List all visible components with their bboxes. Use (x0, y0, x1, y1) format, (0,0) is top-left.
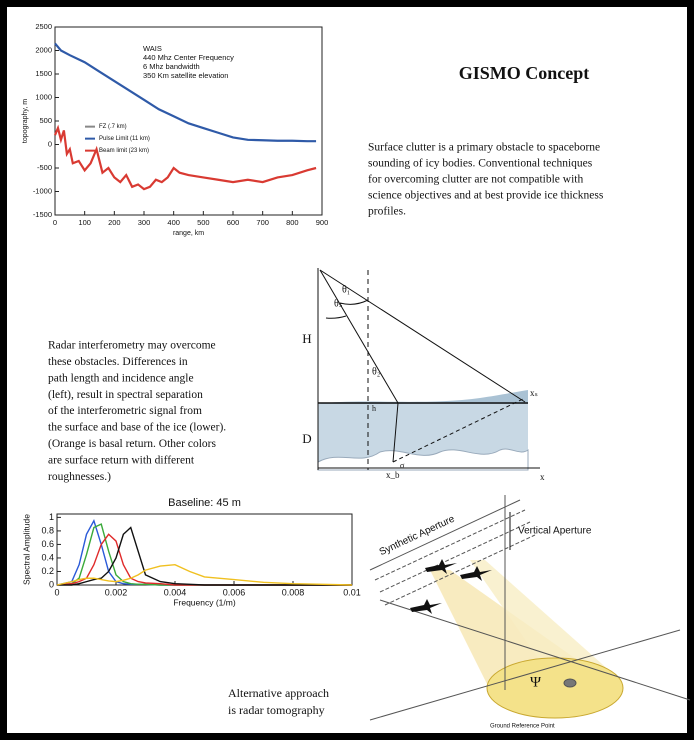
y-tick-label: 2000 (35, 45, 52, 54)
y-tick-label: 500 (39, 116, 52, 125)
tomography-label: Ground Reference Point (490, 724, 555, 730)
y-tick-label: -1000 (33, 186, 52, 195)
tomography-label: Ψ (530, 674, 542, 690)
x-tick-label: 0 (53, 218, 57, 227)
diagram-label: θ₁ (342, 284, 350, 295)
diagram-label: h (372, 404, 376, 413)
x-tick-label: 0 (54, 587, 59, 597)
x-tick-label: 700 (256, 218, 269, 227)
paragraph-line: for overcoming clutter are not compatibl… (368, 174, 583, 186)
y-tick-label: 1000 (35, 92, 52, 101)
paragraph-line: the surface and base of the ice (lower). (48, 422, 226, 434)
chart: -1500 -1000 -500 0 500 1000 1500 2000 2500 0 100 20… (22, 22, 328, 237)
caption-line: Alternative approach (228, 686, 329, 700)
paragraph-line: (Orange is basal return. Other colors (48, 438, 216, 450)
paragraph-line: these obstacles. Differences in (48, 356, 188, 368)
legend-label: FZ (.7 km) (99, 124, 127, 130)
x-tick-label: 900 (316, 218, 329, 227)
annotation: WAIS (143, 44, 162, 53)
diagram-label: xₛ (530, 388, 538, 398)
diagram-label: x (540, 472, 545, 482)
x-tick-label: 0.01 (343, 587, 361, 597)
paragraph-line: of the interferometric signal from (48, 405, 202, 417)
diagram-label: D (302, 431, 311, 446)
paragraph-line: profiles. (368, 206, 406, 218)
x-tick-label: 800 (286, 218, 299, 227)
caption-line: is radar tomography (228, 703, 325, 717)
annotation: 440 Mhz Center Frequency (143, 53, 234, 62)
reference-point (564, 679, 576, 687)
x-tick-label: 600 (227, 218, 240, 227)
y-tick-label: -1500 (33, 210, 52, 219)
y-tick-label: 0.8 (41, 525, 54, 535)
x-tick-label: 500 (197, 218, 210, 227)
annotation: 350 Km satellite elevation (143, 71, 228, 80)
y-tick-label: 1500 (35, 69, 52, 78)
diagram-label: x_b (386, 470, 400, 480)
x-tick-label: 100 (78, 218, 91, 227)
poster-title: GISMO Concept (459, 63, 590, 83)
paragraph-line: path length and incidence angle (48, 372, 194, 384)
x-tick-label: 400 (167, 218, 180, 227)
diagram-label: θₛ (334, 298, 343, 309)
paragraph-line: are surface return with different (48, 454, 195, 466)
paragraph-line: science objectives and at best provide i… (368, 190, 604, 202)
y-tick-label: 1 (49, 512, 54, 522)
paragraph-line: Surface clutter is a primary obstacle to… (368, 142, 600, 154)
legend-label: Pulse Limit (11 km) (99, 136, 150, 142)
chart-title: Baseline: 45 m (168, 497, 241, 509)
diagram-label: σ (400, 461, 405, 470)
poster: GISMO Concept H D θ₁ θₛ θ₂ h xₛ x_b x σ (0, 0, 694, 740)
diagram-label: θ₂ (372, 366, 380, 377)
y-axis-label: Spectral Amplitude (21, 514, 31, 585)
legend-label: Beam limit (23 km) (99, 148, 149, 154)
x-tick-label: 0.002 (105, 587, 128, 597)
y-tick-label: 0 (49, 579, 54, 589)
footprint (487, 658, 623, 718)
y-axis-label: topography, m (22, 99, 29, 143)
y-tick-label: -500 (37, 163, 52, 172)
x-tick-label: 0.008 (282, 587, 305, 597)
paragraph-line: (left), result in spectral separation (48, 389, 203, 401)
x-axis-label: Frequency (1/m) (173, 597, 236, 607)
x-tick-label: 0.004 (164, 587, 187, 597)
diagram-label: H (302, 331, 311, 346)
x-tick-label: 0.006 (223, 587, 246, 597)
paragraph-line: roughnesses.) (48, 471, 111, 483)
paragraph-line: sounding of icy bodies. Conventional tec… (368, 158, 593, 170)
y-tick-label: 0.6 (41, 539, 54, 549)
y-tick-label: 0.4 (41, 552, 54, 562)
page: { "title": "GISMO Concept", "intro": {"l… (0, 0, 694, 740)
y-tick-label: 2500 (35, 22, 52, 31)
y-tick-label: 0.2 (41, 566, 54, 576)
x-tick-label: 300 (138, 218, 151, 227)
y-tick-label: 0 (48, 139, 52, 148)
x-tick-label: 200 (108, 218, 121, 227)
annotation: 6 Mhz bandwidth (143, 62, 200, 71)
tomography-label: Vertical Aperture (518, 526, 592, 537)
x-axis-label: range, km (173, 230, 204, 237)
paragraph-line: Radar interferometry may overcome (48, 340, 216, 352)
